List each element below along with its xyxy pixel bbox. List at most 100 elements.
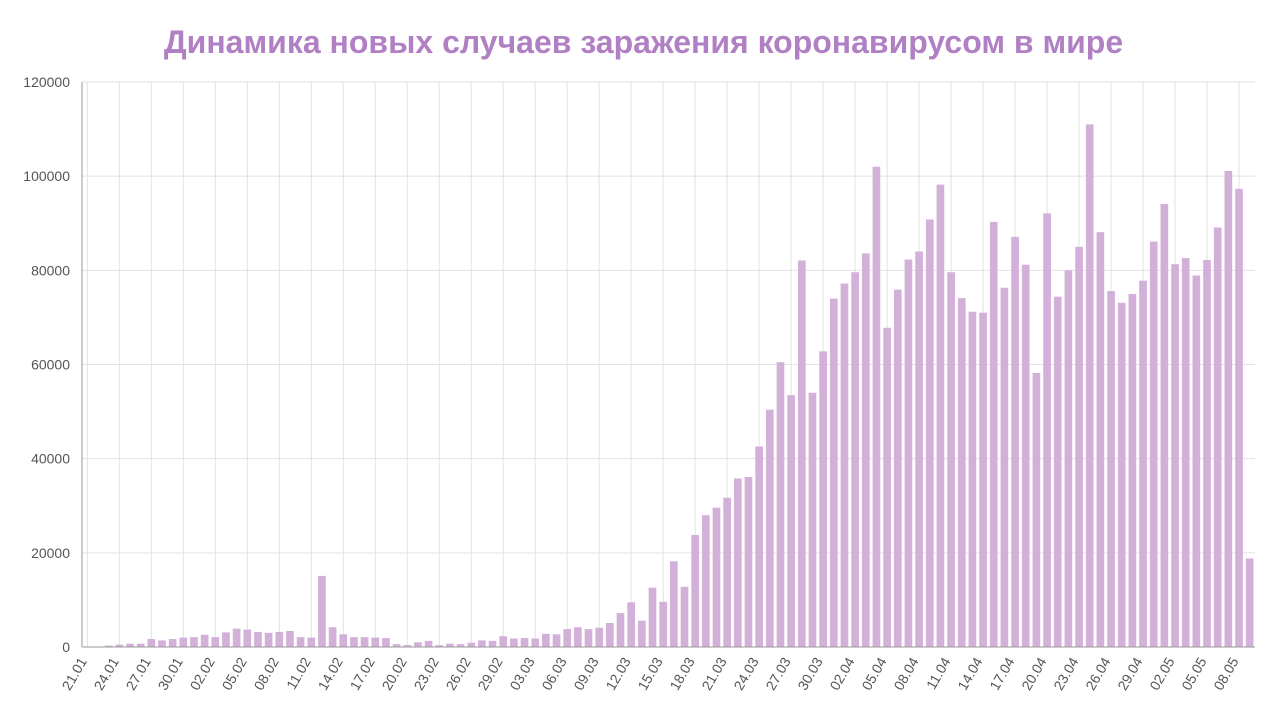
- bar: 20.03: 29600: [712, 507, 721, 647]
- bar: 10.04: 98200: [936, 184, 945, 647]
- bar: 10.03: 5100: [606, 622, 614, 647]
- bar: 19.03: 28000: [701, 515, 710, 647]
- bar: 09.02: 3400: [286, 630, 294, 647]
- x-tick-label: 24.03: [730, 654, 761, 693]
- bar: 15.04: 90300: [989, 221, 998, 647]
- bar: 13.02: 4200: [328, 627, 337, 647]
- bar: 28.01: 1400: [158, 640, 166, 647]
- bar: 30.03: 62800: [819, 351, 827, 647]
- x-tick-label: 08.04: [890, 654, 921, 693]
- bar: 23.03: 36100: [744, 477, 753, 647]
- y-tick-label: 0: [62, 639, 70, 655]
- x-tick-label: 29.02: [474, 654, 505, 693]
- y-tick-label: 80000: [31, 262, 70, 278]
- bar: 18.02: 1900: [382, 638, 390, 647]
- bar: 30.01: 2000: [179, 637, 188, 647]
- bar: 16.04: 76300: [1000, 287, 1009, 647]
- bar: 29.02: 2300: [499, 636, 508, 647]
- bar: 08.05: 97300: [1235, 188, 1243, 648]
- bar: 24.01: 500: [115, 644, 124, 647]
- bar: 22.04: 80000: [1064, 270, 1073, 647]
- bar: 26.04: 75600: [1107, 291, 1115, 647]
- bar: 26.03: 60500: [776, 362, 785, 647]
- x-tick-label: 03.03: [506, 654, 537, 693]
- x-tick-label: 09.03: [570, 654, 601, 693]
- bar: 26.01: 700: [136, 643, 145, 647]
- bar: 20.04: 92100: [1043, 213, 1051, 648]
- bar: 25.01: 700: [126, 643, 134, 647]
- y-axis-ticks: 0 20000 40000 60000 80000 100000 120000: [23, 74, 70, 655]
- bar: 12.02: 15100: [318, 575, 326, 647]
- bar: 18.04: 81200: [1021, 264, 1030, 647]
- bar: 25.04: 88100: [1096, 232, 1105, 647]
- bar: 01.04: 77200: [840, 283, 849, 647]
- bar: 02.03: 1900: [520, 638, 529, 647]
- x-tick-label: 18.03: [666, 654, 697, 693]
- bar: 29.03: 54000: [808, 392, 817, 647]
- x-tick-label: 02.02: [187, 654, 218, 693]
- bar: 07.04: 82300: [904, 259, 913, 647]
- bar: 13.04: 71200: [968, 311, 977, 647]
- x-tick-label: 27.03: [762, 654, 793, 693]
- bar: 21.02: 1000: [414, 642, 422, 647]
- bar: 11.03: 7200: [616, 613, 625, 647]
- bar: 12.03: 9500: [627, 602, 636, 647]
- x-tick-label: 29.04: [1114, 654, 1145, 693]
- bar: 15.03: 9600: [659, 601, 668, 647]
- bar: 19.02: 600: [392, 644, 401, 647]
- bar: 07.05: 101100: [1224, 170, 1233, 648]
- bar: 14.04: 71000: [979, 312, 987, 647]
- x-tick-label: 27.01: [123, 654, 154, 693]
- bar: 02.05: 81300: [1171, 264, 1179, 647]
- x-tick-label: 06.03: [538, 654, 569, 693]
- x-tick-label: 26.04: [1082, 654, 1113, 693]
- bar: 29.01: 1700: [168, 638, 177, 647]
- bar: 06.05: 89100: [1213, 227, 1222, 648]
- bar: 19.04: 58200: [1032, 372, 1041, 647]
- bar: 26.02: 900: [467, 642, 476, 647]
- x-tick-label: 02.04: [826, 654, 857, 693]
- bar: 10.02: 2100: [296, 637, 305, 647]
- bar: 17.02: 2000: [371, 637, 380, 647]
- x-tick-label: 20.02: [378, 654, 409, 693]
- bar: 15.02: 2100: [350, 637, 358, 647]
- bar: 20.02: 400: [403, 645, 412, 647]
- bar: 14.03: 12600: [648, 587, 657, 647]
- bar: 17.04: 87100: [1011, 236, 1019, 647]
- y-tick-label: 40000: [31, 451, 70, 467]
- y-tick-label: 60000: [31, 357, 70, 373]
- bar: 23.02: 400: [435, 645, 444, 647]
- bar: 05.04: 67800: [883, 327, 891, 647]
- x-tick-label: 02.05: [1146, 654, 1177, 693]
- bar: 22.03: 35800: [733, 478, 742, 647]
- bar: 04.04: 102000: [872, 166, 881, 647]
- bar: 03.04: 83600: [861, 253, 870, 647]
- bar: 03.03: 1800: [531, 638, 540, 647]
- bar: 21.03: 31700: [723, 497, 731, 647]
- x-tick-label: 08.05: [1210, 654, 1241, 693]
- bar: 01.05: 94100: [1160, 203, 1169, 647]
- bar: 11.04: 79600: [947, 272, 955, 647]
- bar: 07.03: 4200: [574, 627, 582, 647]
- x-tick-label: 14.04: [954, 654, 985, 693]
- bar: 23.04: 85000: [1075, 246, 1083, 647]
- x-tick-label: 12.03: [602, 654, 633, 693]
- x-tick-label: 14.02: [314, 654, 345, 693]
- bar: 08.04: 84000: [915, 251, 923, 647]
- bar: 24.02: 700: [446, 643, 454, 647]
- bar: 28.04: 75000: [1128, 293, 1137, 647]
- bar: 04.03: 2800: [542, 633, 550, 647]
- x-tick-label: 11.02: [283, 654, 314, 692]
- x-tick-label: 23.02: [410, 654, 441, 693]
- bar: 04.05: 78900: [1192, 275, 1201, 647]
- bar: 23.01: 300: [104, 645, 113, 647]
- bar: 06.04: 75900: [893, 289, 902, 647]
- bar: 03.05: 82600: [1181, 258, 1190, 647]
- axes: [81, 82, 1255, 648]
- bar: 08.03: 3800: [584, 629, 593, 647]
- x-tick-label: 20.04: [1018, 654, 1049, 693]
- x-tick-label: 11.04: [923, 654, 954, 692]
- bar: 14.02: 2700: [339, 634, 348, 647]
- bar: 06.03: 3800: [563, 629, 572, 647]
- x-tick-label: 21.03: [698, 654, 729, 693]
